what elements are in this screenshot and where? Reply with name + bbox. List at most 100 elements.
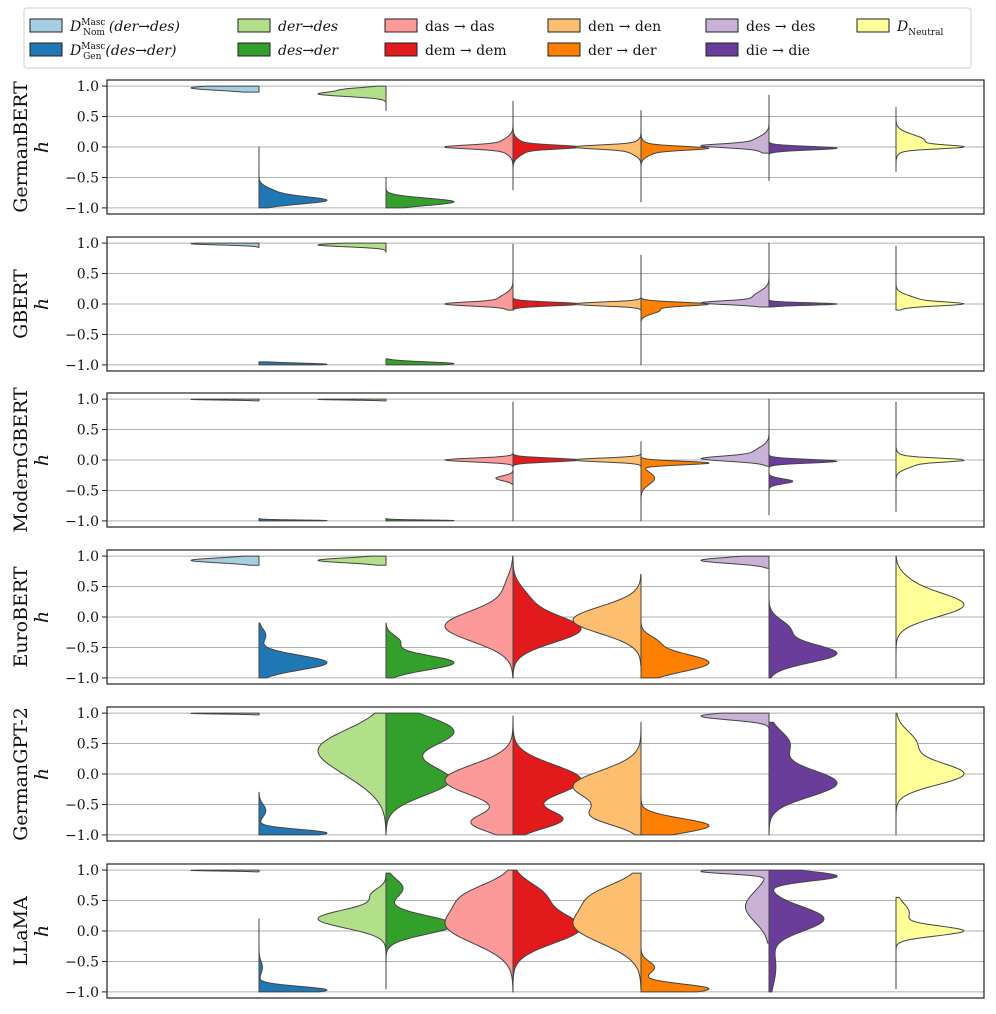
y-tick-label: −1.0 <box>65 828 99 844</box>
y-tick-label: 0.0 <box>77 767 99 783</box>
violin-des_der <box>385 358 455 366</box>
y-tick-label: −1.0 <box>65 201 99 217</box>
legend-swatch-des_der <box>237 42 271 57</box>
y-tick-label: 1.0 <box>77 392 99 408</box>
violin-dem_dem <box>512 122 582 191</box>
y-axis-label: h <box>31 768 53 780</box>
y-tick-label: 0.5 <box>77 267 99 283</box>
legend-item-der_der: der → der <box>547 42 657 59</box>
violin-die_die <box>768 561 838 679</box>
legend-item-das_das: das → das <box>384 18 495 35</box>
violin-des_der <box>385 712 455 833</box>
y-axis-label: h <box>31 141 53 153</box>
legend-frame <box>23 7 972 69</box>
violin-die_die <box>768 297 838 308</box>
legend-label-neutral: DNeutral <box>896 19 944 38</box>
y-tick-label: −0.5 <box>65 640 99 656</box>
legend-label-der_des: der→des <box>278 19 338 35</box>
y-tick-label: −1.0 <box>65 358 99 374</box>
y-tick-label: −0.5 <box>65 797 99 813</box>
legend-swatch-die_die <box>705 42 739 57</box>
y-tick-label: −1.0 <box>65 985 99 1001</box>
legend-item-des_des: des → des <box>705 18 816 35</box>
legend-item-neutral: DNeutral <box>856 18 944 38</box>
legend-swatch-den_den <box>547 18 581 33</box>
violin-des_des <box>700 398 770 467</box>
panel-moderngbert: 1.0 0.5 0.0 −0.5 −1.0 ModernGBERT h <box>10 387 985 533</box>
panel-eurobert: 1.0 0.5 0.0 −0.5 −1.0 EuroBERT h <box>10 549 985 687</box>
violin-des_des <box>700 712 770 729</box>
violin-der_der <box>640 297 710 366</box>
violin-neutral <box>895 712 965 836</box>
violin-den_den <box>572 254 642 311</box>
violin-masc_gen <box>258 622 328 679</box>
violin-der_des <box>317 872 387 962</box>
legend: DMasc Nom (der→des) DMasc Gen (des→der) der→de… <box>23 7 972 69</box>
violin-masc_nom <box>190 869 260 873</box>
legend-item-die_die: die → die <box>705 42 810 59</box>
violin-des_der <box>385 872 455 990</box>
model-label: EuroBERT <box>10 566 32 667</box>
violin-der_der <box>640 128 710 203</box>
violin-masc_gen <box>258 146 328 209</box>
violin-den_den <box>572 872 642 990</box>
y-tick-label: −0.5 <box>65 170 99 186</box>
y-tick-label: 0.5 <box>77 110 99 126</box>
violin-neutral <box>895 106 965 172</box>
violin-den_den <box>572 573 642 667</box>
violin-des_des <box>700 555 770 569</box>
y-tick-label: −1.0 <box>65 671 99 687</box>
y-tick-label: −0.5 <box>65 483 99 499</box>
violin-neutral <box>895 555 965 679</box>
y-tick-label: 0.5 <box>77 894 99 910</box>
y-axis-label: h <box>31 925 53 937</box>
legend-label-des_des: des → des <box>746 19 816 35</box>
violin-das_das <box>444 100 514 191</box>
y-tick-label: 1.0 <box>77 79 99 95</box>
violin-des_der <box>385 176 455 209</box>
violin-dem_dem <box>512 285 582 311</box>
violin-neutral <box>895 401 965 513</box>
violin-dem_dem <box>512 447 582 522</box>
legend-label-die_die: die → die <box>746 43 810 59</box>
y-tick-label: 1.0 <box>77 236 99 252</box>
legend-swatch-des_des <box>705 18 739 33</box>
legend-label-des_der: des→der <box>278 43 339 59</box>
violin-dem_dem <box>512 715 582 836</box>
violin-die_die <box>768 869 838 993</box>
legend-item-masc_nom: DMasc Nom (der→des) <box>29 18 180 38</box>
violin-neutral <box>895 245 965 311</box>
violin-die_die <box>768 721 838 836</box>
violin-masc_nom <box>190 555 260 566</box>
legend-label-der_der: der → der <box>588 43 657 59</box>
violin-den_den <box>572 721 642 836</box>
model-label: LLaMA <box>10 896 32 966</box>
legend-item-der_des: der→des <box>237 18 338 35</box>
legend-item-masc_gen: DMasc Gen (des→der) <box>29 42 176 62</box>
violin-masc_nom <box>190 85 260 93</box>
violin-des_des <box>700 242 770 308</box>
violin-der_des <box>317 555 387 566</box>
violin-das_das <box>444 243 514 311</box>
violin-masc_gen <box>258 361 328 366</box>
violin-der_der <box>640 779 710 836</box>
legend-swatch-masc_gen <box>29 42 63 57</box>
violin-masc_gen <box>258 517 328 522</box>
legend-swatch-der_der <box>547 42 581 57</box>
y-tick-label: −0.5 <box>65 954 99 970</box>
violin-das_das <box>444 555 514 679</box>
y-tick-label: 0.0 <box>77 610 99 626</box>
violin-des_des <box>700 869 770 944</box>
model-label: ModernGBERT <box>10 387 32 533</box>
model-label: GBERT <box>10 269 32 339</box>
panel-germanbert: 1.0 0.5 0.0 −0.5 −1.0 GermanBERT h <box>10 79 985 217</box>
violin-der_der <box>640 622 710 679</box>
y-axis-label: h <box>31 611 53 623</box>
y-tick-label: −0.5 <box>65 327 99 343</box>
y-tick-label: 0.0 <box>77 453 99 469</box>
violin-des_der <box>385 622 455 679</box>
y-tick-label: 1.0 <box>77 863 99 879</box>
y-tick-label: 0.0 <box>77 140 99 156</box>
violin-der_des <box>317 85 387 111</box>
